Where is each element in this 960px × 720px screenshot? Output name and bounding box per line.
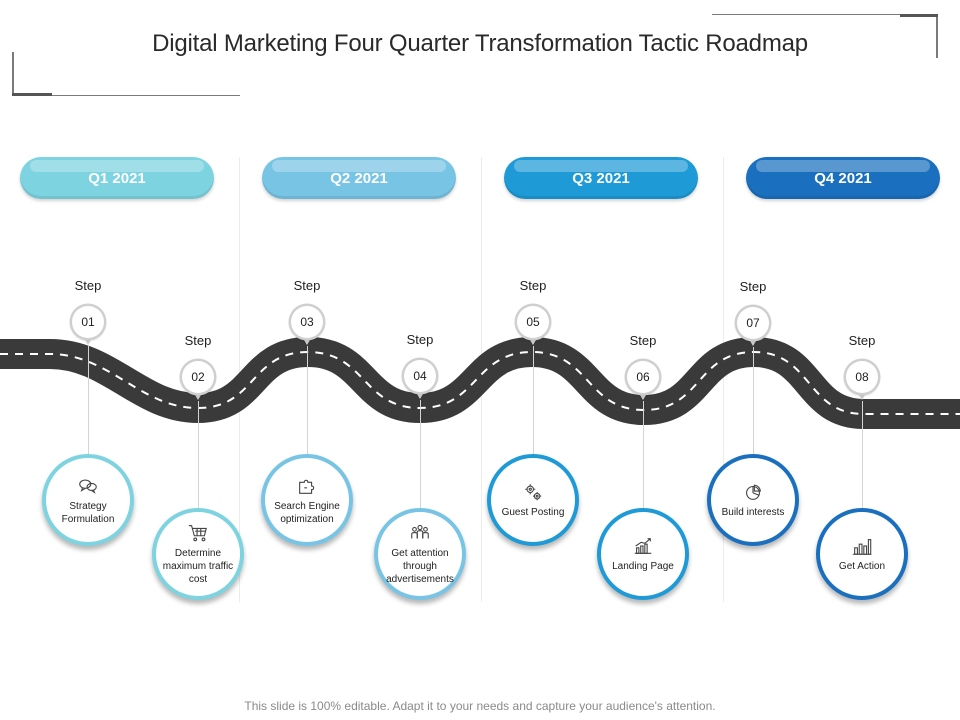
step-label: Landing Page: [612, 561, 674, 572]
quarter-q2-header: Q2 2021: [262, 157, 456, 199]
step-label: Get attention through advertisements: [386, 548, 454, 585]
step-connector-line: [533, 346, 534, 454]
pin-pointer: [301, 335, 313, 345]
road-center-dashes: [0, 350, 960, 415]
pie-chart-icon: [742, 481, 764, 503]
rising-chart-icon: [632, 535, 654, 557]
corner-frame-bottom-left: [12, 52, 240, 96]
step-number: 08: [846, 361, 878, 393]
pin-pointer: [527, 335, 539, 345]
step-connector-line: [198, 401, 199, 508]
quarter-label: Q2 2021: [330, 169, 388, 187]
step-node-04: Get attention through advertisements: [374, 508, 466, 600]
pin-pointer: [82, 335, 94, 345]
step-number: 04: [404, 360, 436, 392]
step-pin-07: 07: [737, 307, 769, 346]
step-pin-08: 08: [846, 361, 878, 400]
pin-pointer: [192, 390, 204, 400]
step-node-02: Determine maximum traffic cost: [152, 508, 244, 600]
step-word: Step: [519, 278, 547, 293]
step-node-05: Guest Posting: [487, 454, 579, 546]
step-word: Step: [293, 278, 321, 293]
quarter-divider: [723, 157, 724, 602]
step-node-08: Get Action: [816, 508, 908, 600]
step-word: Step: [848, 333, 876, 348]
footer-note: This slide is 100% editable. Adapt it to…: [244, 699, 716, 713]
road-surface: [0, 337, 960, 429]
step-number: 01: [72, 306, 104, 338]
chat-bubbles-icon: [77, 475, 99, 497]
step-connector-line: [862, 401, 863, 508]
pin-pointer: [856, 390, 868, 400]
step-word: Step: [74, 278, 102, 293]
quarter-label: Q3 2021: [572, 169, 630, 187]
step-number: 02: [182, 361, 214, 393]
step-number: 03: [291, 306, 323, 338]
bar-chart-icon: [851, 535, 873, 557]
step-label: Search Engine optimization: [274, 500, 340, 525]
step-node-06: Landing Page: [597, 508, 689, 600]
step-pin-05: 05: [517, 306, 549, 345]
step-number: 06: [627, 361, 659, 393]
step-connector-line: [420, 400, 421, 508]
quarter-label: Q1 2021: [88, 169, 146, 187]
corner-frame-top-right: [712, 14, 938, 58]
pin-pointer: [414, 389, 426, 399]
step-number: 05: [517, 306, 549, 338]
step-label: Determine maximum traffic cost: [162, 548, 234, 585]
gears-icon: [522, 481, 544, 503]
step-connector-line: [753, 347, 754, 454]
step-word: Step: [184, 333, 212, 348]
puzzle-icon: [296, 475, 318, 497]
step-pin-04: 04: [404, 360, 436, 399]
corner-accent-bottom-left: [12, 93, 52, 96]
step-pin-03: 03: [291, 306, 323, 345]
step-connector-line: [643, 401, 644, 508]
step-pin-06: 06: [627, 361, 659, 400]
step-pin-01: 01: [72, 306, 104, 345]
step-node-03: Search Engine optimization: [261, 454, 353, 546]
quarter-q4-header: Q4 2021: [746, 157, 940, 199]
quarter-q3-header: Q3 2021: [504, 157, 698, 199]
step-connector-line: [307, 346, 308, 454]
step-node-01: Strategy Formulation: [42, 454, 134, 546]
step-word: Step: [406, 332, 434, 347]
quarter-label: Q4 2021: [814, 169, 872, 187]
step-word: Step: [629, 333, 657, 348]
step-label: Strategy Formulation: [61, 500, 115, 525]
step-label: Build interests: [721, 507, 785, 518]
shopping-cart-icon: [187, 522, 209, 544]
corner-accent-top-right: [900, 14, 938, 17]
step-pin-02: 02: [182, 361, 214, 400]
step-node-07: Build interests: [707, 454, 799, 546]
step-connector-line: [88, 346, 89, 454]
quarter-q1-header: Q1 2021: [20, 157, 214, 199]
page-title: Digital Marketing Four Quarter Transform…: [152, 30, 808, 57]
pin-pointer: [637, 390, 649, 400]
pin-pointer: [747, 336, 759, 346]
step-word: Step: [739, 279, 767, 294]
people-group-icon: [409, 522, 431, 544]
step-number: 07: [737, 307, 769, 339]
step-label: Guest Posting: [501, 507, 565, 518]
step-label: Get Action: [838, 561, 886, 572]
